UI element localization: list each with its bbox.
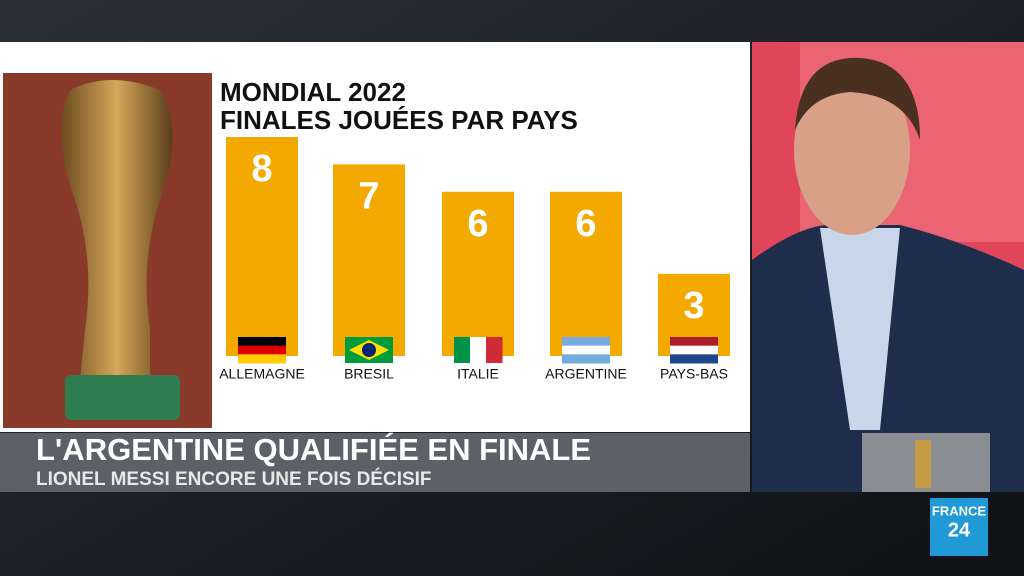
value-label: 6 <box>467 203 488 245</box>
subheadline: LIONEL MESSI ENCORE UNE FOIS DÉCISIF <box>36 468 432 490</box>
flag <box>670 345 718 355</box>
value-label: 8 <box>251 148 272 190</box>
x-tick-label: ALLEMAGNE <box>219 366 305 382</box>
headline: L'ARGENTINE QUALIFIÉE EN FINALE <box>36 432 591 467</box>
flag <box>238 345 286 355</box>
logo-number: 24 <box>948 519 971 541</box>
chart-subtitle: FINALES JOUÉES PAR PAYS <box>220 105 578 135</box>
trophy <box>61 80 173 380</box>
flag <box>362 343 376 357</box>
x-tick-label: PAYS-BAS <box>660 366 728 382</box>
x-tick-label: ITALIE <box>457 366 499 382</box>
flag <box>486 337 503 363</box>
flag <box>562 345 610 355</box>
flag <box>238 337 286 347</box>
x-tick-label: ARGENTINE <box>545 366 627 382</box>
x-tick-label: BRESIL <box>344 366 394 382</box>
value-label: 3 <box>683 285 704 327</box>
bar <box>550 191 622 356</box>
flag <box>562 337 610 347</box>
logo-name: FRANCE <box>932 503 986 518</box>
flag <box>238 354 286 364</box>
trophy-base <box>65 375 180 420</box>
inset-trophy <box>915 440 931 488</box>
flag <box>670 337 718 347</box>
bar <box>226 137 298 356</box>
flag <box>562 354 610 364</box>
chart-title: MONDIAL 2022 <box>220 77 406 107</box>
bar <box>333 164 405 356</box>
presenter-shirt <box>820 228 900 430</box>
bars: 8 ALLEMAGNE 7 BRESIL 6 ITALIE 6 ARGENTINE 3 PAYS-… <box>219 137 730 382</box>
logo-box <box>930 498 988 556</box>
presenter-jacket <box>752 225 1024 492</box>
flag <box>454 337 471 363</box>
flag <box>670 354 718 364</box>
lower-third <box>0 433 750 492</box>
presenter-face <box>794 65 910 235</box>
presenter-hair <box>795 57 920 140</box>
value-label: 6 <box>575 203 596 245</box>
bar <box>442 191 514 356</box>
value-label: 7 <box>358 175 379 217</box>
flag <box>470 337 487 363</box>
